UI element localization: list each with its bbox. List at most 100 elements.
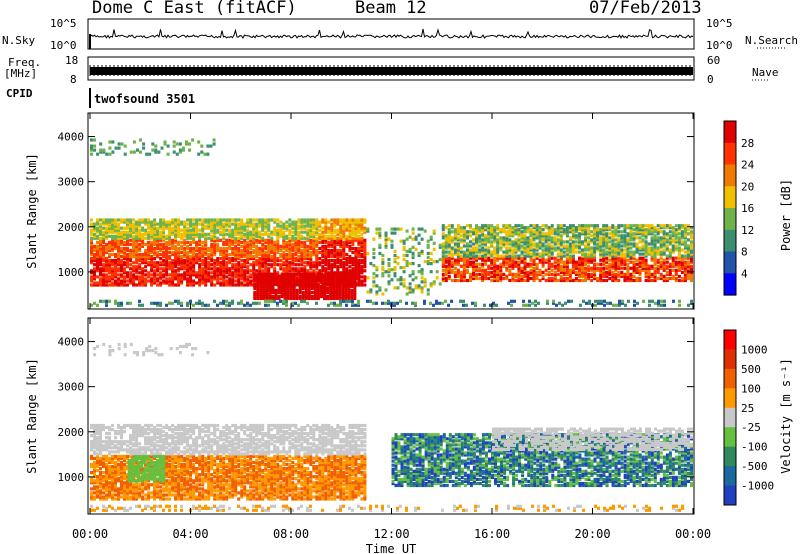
power-cell <box>662 224 666 228</box>
power-cell <box>286 290 290 295</box>
power-cell <box>99 253 102 257</box>
power-cell <box>650 246 654 250</box>
power-cell <box>350 276 354 280</box>
power-cell <box>300 226 304 230</box>
power-cell <box>605 236 609 240</box>
power-cell <box>556 234 560 238</box>
power-cell <box>246 255 250 259</box>
power-cell <box>234 230 238 234</box>
power-cell <box>662 278 666 283</box>
power-cell <box>348 224 352 228</box>
power-cell <box>246 224 250 228</box>
power-cell <box>186 244 190 248</box>
power-cell <box>547 252 551 256</box>
noise-ytick-right-bottom: 10^0 <box>706 39 733 52</box>
power-cell <box>636 301 639 305</box>
power-cell <box>141 269 145 273</box>
power-cell <box>219 265 223 269</box>
power-cell <box>261 261 265 265</box>
power-cell <box>318 232 322 236</box>
power-cell <box>584 232 587 236</box>
power-cell <box>553 238 557 242</box>
power-cell <box>596 234 600 238</box>
power-cell <box>111 230 114 234</box>
power-cell <box>514 242 518 246</box>
power-cell <box>168 301 171 305</box>
power-cell <box>294 232 298 236</box>
power-cell <box>282 230 286 234</box>
power-cell <box>602 250 606 254</box>
power-cell <box>626 270 630 274</box>
power-cell <box>162 250 166 255</box>
power-cell <box>316 272 320 276</box>
power-cell <box>499 228 503 232</box>
power-cell <box>222 224 226 228</box>
power-cell <box>243 238 247 242</box>
power-cell <box>240 222 244 226</box>
power-cell <box>599 252 603 256</box>
power-cell <box>168 224 172 228</box>
power-cell <box>614 242 618 246</box>
power-cell <box>253 274 257 278</box>
power-cell <box>267 238 271 242</box>
power-cell <box>324 238 328 242</box>
power-cell <box>484 252 488 256</box>
power-cell <box>336 261 340 265</box>
power-cell <box>90 242 93 246</box>
power-cell <box>348 222 352 226</box>
power-cell <box>159 222 163 226</box>
power-cell <box>264 220 268 224</box>
power-cell <box>363 218 367 222</box>
power-cell <box>538 260 542 264</box>
power-cell <box>318 220 322 224</box>
power-cell <box>447 242 451 246</box>
power-cell <box>291 244 295 248</box>
power-cell <box>280 290 284 295</box>
power-cell <box>478 244 482 248</box>
power-cell <box>273 220 277 224</box>
power-cell <box>599 272 603 276</box>
power-cell <box>342 234 346 238</box>
power-cell <box>102 275 105 279</box>
power-cell <box>282 255 286 259</box>
power-cell <box>656 228 660 232</box>
power-cell <box>568 236 572 240</box>
power-cell <box>336 255 340 259</box>
power-cell <box>605 224 609 228</box>
power-cell <box>153 281 157 285</box>
power-cell <box>574 246 578 250</box>
power-cell <box>496 264 500 268</box>
power-cell <box>222 259 226 263</box>
power-cell <box>274 296 278 301</box>
power-cell <box>332 288 336 292</box>
power-cell <box>505 230 509 234</box>
power-cell <box>192 263 196 267</box>
power-cell <box>186 257 190 261</box>
power-cell <box>450 299 453 303</box>
power-cell <box>690 226 693 230</box>
power-cell <box>285 261 289 265</box>
power-cell <box>246 218 250 222</box>
power-cell <box>659 252 663 256</box>
power-cell <box>225 279 229 283</box>
power-cell <box>277 286 281 290</box>
power-cell <box>316 296 320 301</box>
power-cell <box>177 253 181 257</box>
power-cell <box>183 248 187 253</box>
power-cell <box>228 253 232 257</box>
power-cell <box>578 238 581 242</box>
power-cell <box>168 265 172 269</box>
power-cell <box>472 266 475 270</box>
power-cell <box>274 292 278 297</box>
power-cell <box>632 264 636 268</box>
power-cell <box>508 228 512 232</box>
power-cell <box>324 226 328 230</box>
power-cell <box>216 275 220 279</box>
power-cell <box>653 252 657 256</box>
power-cell <box>626 238 630 242</box>
power-cell <box>450 248 454 252</box>
power-cell <box>641 224 645 228</box>
power-cell <box>90 257 93 261</box>
power-cell <box>231 218 235 222</box>
power-cell <box>90 228 93 232</box>
